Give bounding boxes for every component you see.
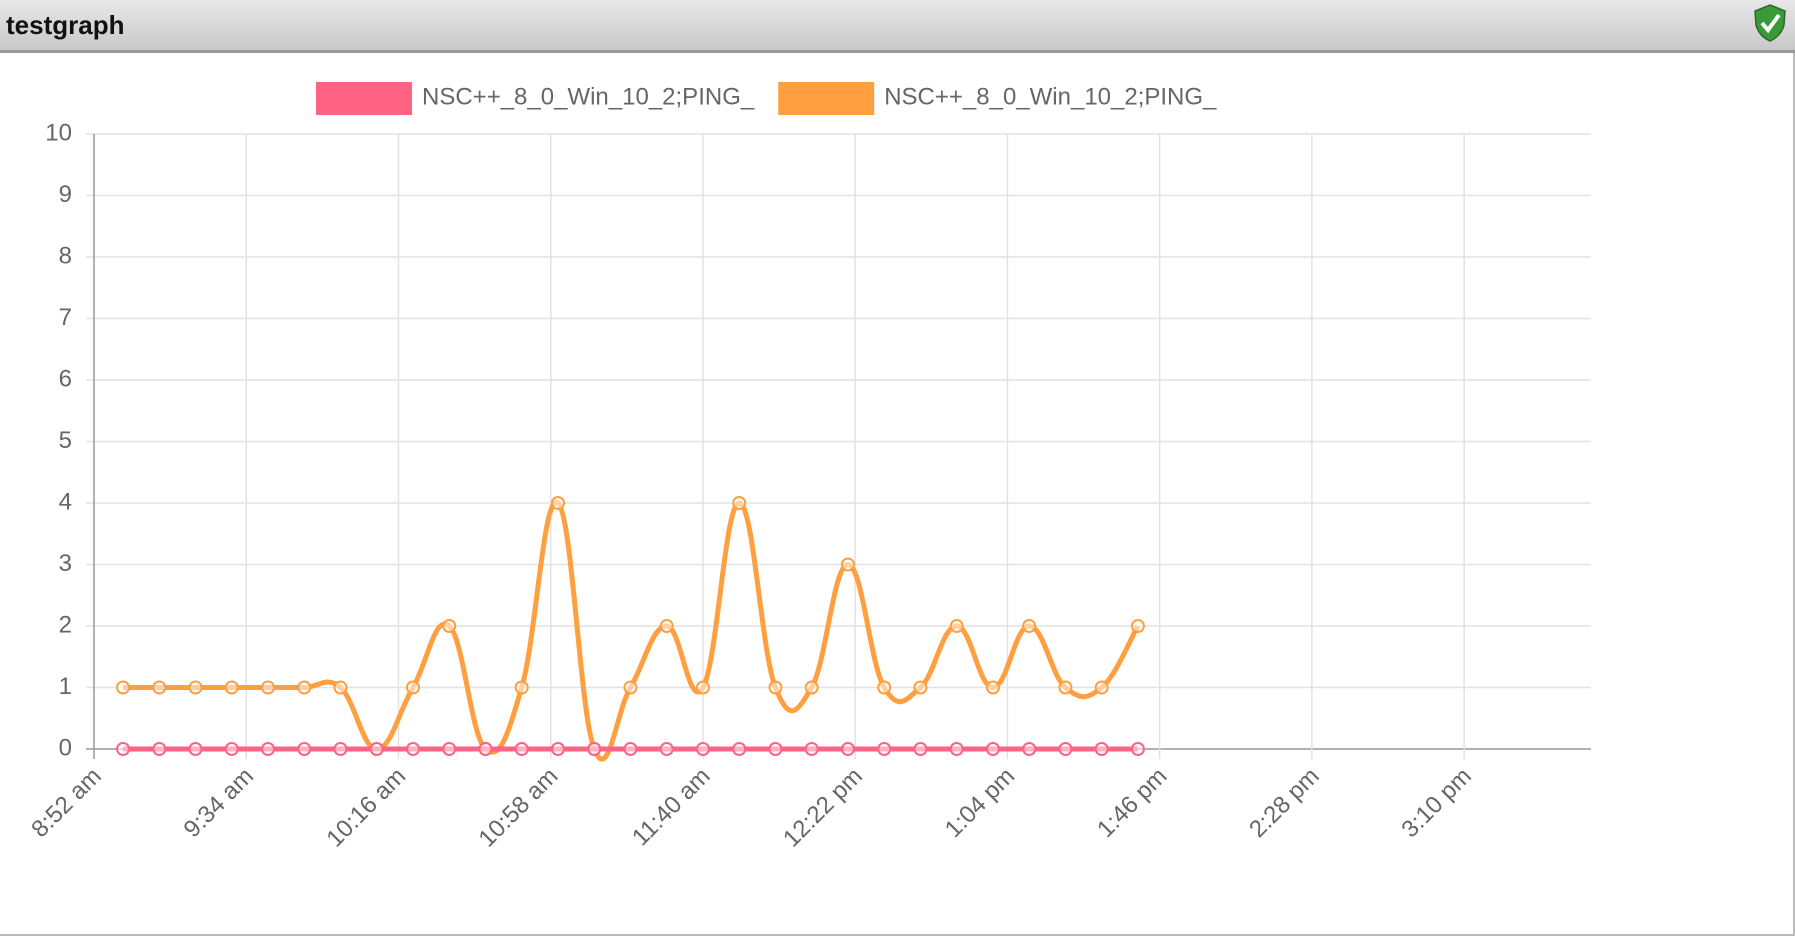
legend-label: NSC++_8_0_Win_10_2;PING_ (422, 83, 755, 110)
y-tick-label: 6 (59, 365, 72, 392)
data-point (442, 742, 457, 756)
data-point (732, 496, 747, 510)
panel-title: testgraph (6, 10, 125, 40)
data-point (949, 742, 964, 756)
data-point (949, 619, 964, 633)
y-tick-label: 4 (59, 488, 72, 515)
data-point (297, 680, 312, 695)
data-point (840, 742, 855, 756)
data-point (1058, 742, 1073, 756)
data-point (768, 742, 783, 756)
data-point (1058, 680, 1073, 695)
x-tick-label: 10:58 am (474, 763, 564, 853)
panel-header: testgraph (0, 0, 1795, 53)
data-point (732, 742, 747, 756)
x-tick-label: 10:16 am (321, 763, 411, 853)
x-tick-label: 1:04 pm (940, 763, 1020, 843)
data-point (623, 680, 638, 695)
y-tick-label: 0 (59, 734, 72, 761)
x-tick-label: 9:34 am (179, 763, 259, 843)
data-point (369, 742, 384, 756)
data-point (1022, 742, 1037, 756)
status-icon (1754, 4, 1786, 42)
data-point (333, 742, 348, 756)
data-point (152, 680, 167, 695)
data-point (115, 742, 130, 756)
data-point (877, 742, 892, 756)
x-tick-label: 12:22 pm (778, 763, 868, 853)
series-line (122, 500, 1141, 762)
data-point (804, 742, 819, 756)
data-point (405, 742, 420, 756)
y-tick-label: 8 (59, 242, 72, 269)
data-point (985, 742, 1000, 756)
data-point (550, 742, 565, 756)
data-point (695, 680, 710, 695)
data-point (478, 742, 493, 756)
x-tick-label: 8:52 am (26, 763, 106, 843)
x-tick-label: 1:46 pm (1092, 763, 1172, 843)
data-point (442, 619, 457, 633)
data-point (115, 680, 130, 695)
y-tick-label: 3 (59, 550, 72, 577)
y-tick-label: 10 (45, 119, 72, 146)
data-point (840, 557, 855, 572)
x-tick-label: 3:10 pm (1396, 763, 1476, 843)
data-point (1094, 742, 1109, 756)
data-point (804, 680, 819, 695)
data-point (550, 496, 565, 510)
data-point (1130, 742, 1145, 756)
data-point (695, 742, 710, 756)
y-tick-label: 2 (59, 611, 72, 638)
data-point (260, 742, 275, 756)
y-tick-label: 1 (59, 673, 72, 700)
data-point (913, 680, 928, 695)
data-point (188, 742, 203, 756)
y-tick-label: 5 (59, 427, 72, 454)
data-point (1022, 619, 1037, 633)
data-point (985, 680, 1000, 695)
data-point (188, 680, 203, 695)
legend-label: NSC++_8_0_Win_10_2;PING_ (884, 83, 1217, 110)
legend-item: NSC++_8_0_Win_10_2;PING_ (316, 82, 755, 115)
x-tick-label: 2:28 pm (1244, 763, 1324, 843)
data-point (623, 742, 638, 756)
x-tick-label: 11:40 am (627, 763, 716, 852)
data-point (297, 742, 312, 756)
legend-item: NSC++_8_0_Win_10_2;PING_ (778, 82, 1217, 115)
data-point (1130, 619, 1145, 633)
data-point (587, 742, 602, 756)
data-point (405, 680, 420, 695)
legend-swatch (778, 82, 875, 115)
data-point (659, 619, 674, 633)
panel-body (0, 53, 1795, 936)
data-point (913, 742, 928, 756)
y-tick-label: 7 (59, 304, 72, 331)
data-point (659, 742, 674, 756)
data-point (333, 680, 348, 695)
data-point (514, 680, 529, 695)
data-point (768, 680, 783, 695)
data-point (260, 680, 275, 695)
data-point (877, 680, 892, 695)
data-point (152, 742, 167, 756)
data-point (224, 680, 239, 695)
data-point (1094, 680, 1109, 695)
y-tick-label: 9 (59, 181, 72, 208)
legend-swatch (316, 82, 412, 115)
data-point (514, 742, 529, 756)
data-point (224, 742, 239, 756)
